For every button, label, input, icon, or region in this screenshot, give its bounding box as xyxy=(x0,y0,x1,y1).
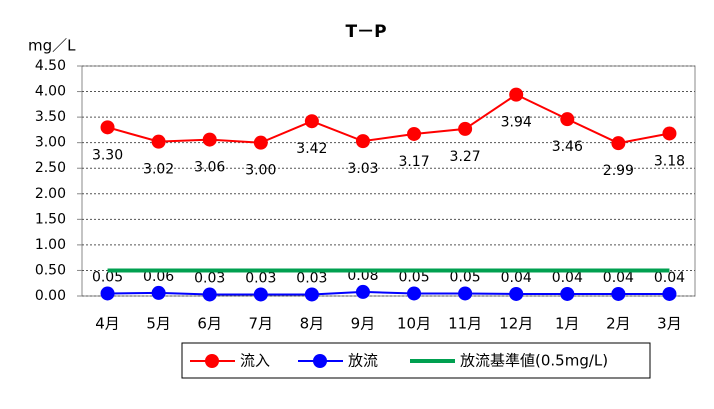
data-point xyxy=(202,132,217,147)
data-point xyxy=(202,287,217,302)
data-point xyxy=(355,134,370,149)
legend-marker xyxy=(313,354,327,368)
x-tick-label: 2月 xyxy=(606,315,631,333)
x-tick-label: 11月 xyxy=(448,315,482,333)
y-axis-unit: mg／L xyxy=(28,37,76,55)
x-tick-label: 6月 xyxy=(197,315,222,333)
data-point xyxy=(253,287,268,302)
data-label: 3.46 xyxy=(552,139,583,155)
data-point xyxy=(407,286,422,301)
data-point xyxy=(611,136,626,151)
data-point xyxy=(560,112,575,127)
data-label: 0.04 xyxy=(654,270,685,286)
x-tick-label: 8月 xyxy=(300,315,325,333)
data-label: 0.03 xyxy=(194,270,225,286)
data-point xyxy=(151,285,166,300)
legend-label: 放流 xyxy=(348,352,378,370)
data-point xyxy=(560,286,575,301)
data-label: 3.27 xyxy=(450,149,481,165)
chart-title: T－P xyxy=(345,22,386,42)
data-point xyxy=(407,126,422,141)
data-point xyxy=(100,286,115,301)
data-label: 0.04 xyxy=(603,270,634,286)
x-tick-label: 4月 xyxy=(95,315,120,333)
data-point xyxy=(509,87,524,102)
x-tick-label: 7月 xyxy=(249,315,274,333)
y-tick-label: 4.00 xyxy=(35,84,66,100)
data-point xyxy=(611,286,626,301)
data-label: 0.03 xyxy=(245,270,276,286)
data-label: 0.03 xyxy=(296,270,327,286)
legend-label: 放流基準値(0.5mg/L) xyxy=(460,352,608,370)
plot-area xyxy=(81,65,696,297)
data-point xyxy=(662,286,677,301)
y-tick-label: 1.00 xyxy=(35,237,66,253)
data-point xyxy=(304,114,319,129)
data-label: 0.05 xyxy=(398,269,429,285)
x-tick-label: 3月 xyxy=(657,315,682,333)
data-point xyxy=(253,135,268,150)
data-point xyxy=(355,284,370,299)
y-tick-label: 4.50 xyxy=(35,58,66,74)
y-tick-label: 1.50 xyxy=(35,211,66,227)
x-tick-label: 12月 xyxy=(499,315,533,333)
data-label: 3.17 xyxy=(398,154,429,170)
data-label: 0.06 xyxy=(143,269,174,285)
series-line xyxy=(107,93,670,145)
data-point xyxy=(304,287,319,302)
data-label: 0.04 xyxy=(501,270,532,286)
data-point xyxy=(509,286,524,301)
legend-marker xyxy=(205,354,219,368)
data-label: 3.03 xyxy=(347,161,378,177)
x-tick-label: 9月 xyxy=(351,315,376,333)
data-label: 2.99 xyxy=(603,163,634,179)
data-point xyxy=(458,286,473,301)
series-line xyxy=(107,290,670,296)
data-label: 3.30 xyxy=(92,147,123,163)
data-point xyxy=(662,126,677,141)
data-label: 3.18 xyxy=(654,153,685,169)
legend-label: 流入 xyxy=(240,352,270,370)
data-label: 0.04 xyxy=(552,270,583,286)
data-label: 0.05 xyxy=(450,269,481,285)
data-point xyxy=(151,134,166,149)
y-tick-label: 2.50 xyxy=(35,160,66,176)
y-tick-label: 0.50 xyxy=(35,262,66,278)
data-label: 3.02 xyxy=(143,162,174,178)
x-tick-label: 1月 xyxy=(555,315,580,333)
y-tick-label: 0.00 xyxy=(35,288,66,304)
data-label: 3.94 xyxy=(501,115,532,131)
data-point xyxy=(100,120,115,135)
data-label: 0.05 xyxy=(92,269,123,285)
data-label: 3.00 xyxy=(245,163,276,179)
x-tick-label: 10月 xyxy=(397,315,431,333)
y-tick-label: 2.00 xyxy=(35,186,66,202)
data-point xyxy=(458,121,473,136)
data-label: 3.06 xyxy=(194,160,225,176)
data-label: 3.42 xyxy=(296,141,327,157)
y-tick-label: 3.50 xyxy=(35,109,66,125)
y-tick-label: 3.00 xyxy=(35,135,66,151)
x-tick-label: 5月 xyxy=(146,315,171,333)
